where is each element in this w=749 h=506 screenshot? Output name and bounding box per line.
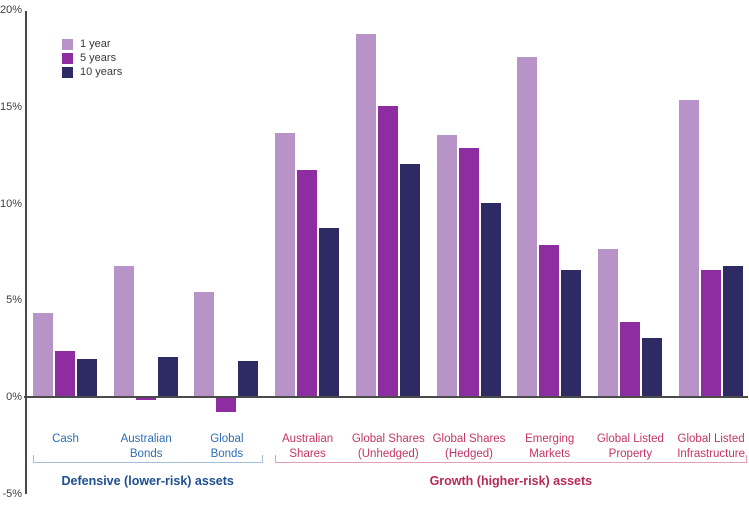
bar-10-years-cat7 xyxy=(641,337,662,396)
category-label: Australian Shares xyxy=(282,433,334,460)
category-label: Global Bonds xyxy=(210,433,244,460)
category-label: Australian Bonds xyxy=(120,433,172,460)
bar-10-years-cat2 xyxy=(238,361,259,396)
bar-1-year-cat7 xyxy=(597,248,618,396)
bar-5-years-cat8 xyxy=(700,270,721,396)
x-axis-line xyxy=(24,396,748,398)
category-label: Emerging Markets xyxy=(525,433,575,460)
legend-label: 1 year xyxy=(80,38,111,50)
bar-1-year-cat1 xyxy=(113,266,134,396)
bar-5-years-cat7 xyxy=(619,322,640,396)
legend-item: 1 year xyxy=(62,39,122,50)
category-label: Global Shares (Unhedged) xyxy=(351,433,425,460)
bar-1-year-cat5 xyxy=(436,134,457,396)
bar-5-years-cat3 xyxy=(297,169,318,396)
bar-1-year-cat8 xyxy=(678,99,699,396)
y-tick-label: 10% xyxy=(0,197,23,210)
bar-10-years-cat5 xyxy=(480,202,501,396)
legend-label: 5 years xyxy=(80,52,117,64)
bar-1-year-cat3 xyxy=(275,132,296,396)
section-title-1: Growth (higher-risk) assets xyxy=(429,474,593,488)
section-bracket-0 xyxy=(32,455,263,463)
bar-1-year-cat6 xyxy=(517,57,538,396)
category-label: Cash xyxy=(52,433,79,445)
y-tick-label: -5% xyxy=(2,487,22,500)
bar-10-years-cat1 xyxy=(157,357,178,396)
bar-1-year-cat0 xyxy=(33,312,53,396)
bar-10-years-cat0 xyxy=(77,359,97,396)
category-label: Global Listed Infrastructure xyxy=(677,433,745,460)
bar-5-years-cat2 xyxy=(216,398,237,412)
category-label: Global Listed Property xyxy=(596,433,664,460)
legend: 1 year 5 years 10 years xyxy=(62,39,122,81)
bar-5-years-cat5 xyxy=(458,148,479,396)
bar-10-years-cat8 xyxy=(722,266,743,396)
bar-5-years-cat0 xyxy=(55,351,75,396)
bar-5-years-cat6 xyxy=(539,245,560,396)
bar-10-years-cat6 xyxy=(561,270,582,396)
bar-1-year-cat2 xyxy=(194,291,215,396)
legend-swatch-icon xyxy=(62,53,73,64)
bar-5-years-cat1 xyxy=(135,398,156,400)
legend-swatch-icon xyxy=(62,67,73,78)
legend-item: 5 years xyxy=(62,53,122,64)
y-tick-label: 15% xyxy=(0,100,23,113)
y-tick-label: 5% xyxy=(6,294,22,307)
legend-item: 10 years xyxy=(62,67,122,78)
category-label: Global Shares (Hedged) xyxy=(432,433,506,460)
legend-label: 10 years xyxy=(80,66,123,78)
y-tick-label: 0% xyxy=(6,391,22,403)
y-axis-line xyxy=(25,11,27,494)
bar-10-years-cat4 xyxy=(399,163,420,396)
bar-5-years-cat4 xyxy=(377,105,398,396)
y-tick-label: 20% xyxy=(0,4,23,16)
bar-10-years-cat3 xyxy=(319,227,340,396)
bar-1-year-cat4 xyxy=(355,34,376,396)
section-title-0: Defensive (lower-risk) assets xyxy=(61,474,234,488)
section-bracket-1 xyxy=(274,455,748,463)
legend-swatch-icon xyxy=(62,39,73,50)
